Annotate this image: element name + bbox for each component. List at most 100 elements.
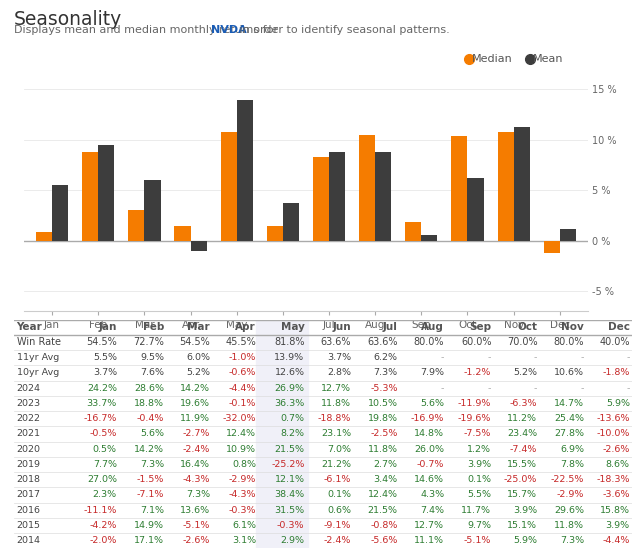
Text: 2022: 2022 bbox=[17, 414, 40, 423]
Text: 9.7%: 9.7% bbox=[467, 521, 492, 530]
Text: 14.9%: 14.9% bbox=[134, 521, 164, 530]
Text: 31.5%: 31.5% bbox=[275, 506, 305, 515]
Text: 15.5%: 15.5% bbox=[508, 460, 538, 469]
Text: -: - bbox=[488, 383, 492, 393]
Text: 0.1%: 0.1% bbox=[467, 475, 492, 484]
Text: -25.2%: -25.2% bbox=[271, 460, 305, 469]
Bar bbox=[191, 241, 207, 251]
Text: -: - bbox=[580, 353, 584, 362]
Text: 7.6%: 7.6% bbox=[140, 369, 164, 377]
Text: 23.4%: 23.4% bbox=[507, 429, 538, 439]
Text: 15.7%: 15.7% bbox=[508, 490, 538, 499]
Text: -7.1%: -7.1% bbox=[137, 490, 164, 499]
Text: 3.4%: 3.4% bbox=[374, 475, 397, 484]
Text: 24.2%: 24.2% bbox=[87, 383, 117, 393]
Text: 3.7%: 3.7% bbox=[327, 353, 351, 362]
Text: Displays mean and median monthly returns for: Displays mean and median monthly returns… bbox=[14, 25, 282, 35]
Bar bbox=[256, 411, 308, 426]
Bar bbox=[256, 381, 308, 396]
Text: -5.1%: -5.1% bbox=[182, 521, 210, 530]
Text: -: - bbox=[534, 353, 538, 362]
Text: -4.4%: -4.4% bbox=[228, 383, 256, 393]
Text: 9.5%: 9.5% bbox=[140, 353, 164, 362]
Text: 33.7%: 33.7% bbox=[86, 399, 117, 408]
Text: 12.6%: 12.6% bbox=[275, 369, 305, 377]
Text: -: - bbox=[627, 353, 630, 362]
Text: 5.5%: 5.5% bbox=[467, 490, 492, 499]
Bar bbox=[497, 132, 514, 241]
Text: 5.9%: 5.9% bbox=[513, 536, 538, 545]
Text: 5.5%: 5.5% bbox=[93, 353, 117, 362]
Text: 2.8%: 2.8% bbox=[327, 369, 351, 377]
Text: 7.3%: 7.3% bbox=[374, 369, 397, 377]
Text: 8.2%: 8.2% bbox=[280, 429, 305, 439]
Bar bbox=[256, 350, 308, 365]
Text: -2.4%: -2.4% bbox=[182, 445, 210, 453]
Text: 6.9%: 6.9% bbox=[560, 445, 584, 453]
Text: 7.1%: 7.1% bbox=[140, 506, 164, 515]
Text: 54.5%: 54.5% bbox=[86, 337, 117, 348]
Text: 12.7%: 12.7% bbox=[414, 521, 444, 530]
Bar bbox=[145, 180, 161, 241]
Text: 14.6%: 14.6% bbox=[414, 475, 444, 484]
Text: 27.0%: 27.0% bbox=[87, 475, 117, 484]
Text: 5.9%: 5.9% bbox=[606, 399, 630, 408]
Text: Seasonality: Seasonality bbox=[14, 10, 122, 29]
Bar bbox=[451, 136, 467, 241]
Text: -1.2%: -1.2% bbox=[464, 369, 492, 377]
Text: 6.0%: 6.0% bbox=[186, 353, 210, 362]
Text: Win Rate: Win Rate bbox=[17, 337, 61, 348]
Text: 81.8%: 81.8% bbox=[274, 337, 305, 348]
Bar bbox=[128, 210, 145, 241]
Text: 11yr Avg: 11yr Avg bbox=[17, 353, 59, 362]
Text: 12.4%: 12.4% bbox=[226, 429, 256, 439]
Text: 0.8%: 0.8% bbox=[232, 460, 256, 469]
Text: 7.3%: 7.3% bbox=[560, 536, 584, 545]
Text: 11.9%: 11.9% bbox=[180, 414, 210, 423]
Text: -0.1%: -0.1% bbox=[228, 399, 256, 408]
Text: -0.8%: -0.8% bbox=[370, 521, 397, 530]
Text: 0.5%: 0.5% bbox=[93, 445, 117, 453]
Text: -4.2%: -4.2% bbox=[90, 521, 117, 530]
Text: 63.6%: 63.6% bbox=[367, 337, 397, 348]
Text: -2.4%: -2.4% bbox=[324, 536, 351, 545]
Text: -0.4%: -0.4% bbox=[137, 414, 164, 423]
Text: 40.0%: 40.0% bbox=[599, 337, 630, 348]
Text: -0.7%: -0.7% bbox=[417, 460, 444, 469]
Text: Jun: Jun bbox=[332, 322, 351, 332]
Text: -22.5%: -22.5% bbox=[550, 475, 584, 484]
Text: 12.1%: 12.1% bbox=[275, 475, 305, 484]
Text: 21.5%: 21.5% bbox=[367, 506, 397, 515]
Text: 3.1%: 3.1% bbox=[232, 536, 256, 545]
Text: -1.0%: -1.0% bbox=[228, 353, 256, 362]
Text: Year: Year bbox=[17, 322, 42, 332]
Text: Feb: Feb bbox=[143, 322, 164, 332]
Bar bbox=[256, 503, 308, 518]
Text: Jul: Jul bbox=[383, 322, 397, 332]
Bar bbox=[256, 426, 308, 441]
Bar bbox=[237, 100, 253, 241]
Text: 7.4%: 7.4% bbox=[420, 506, 444, 515]
Text: Aug: Aug bbox=[421, 322, 444, 332]
Bar bbox=[421, 235, 438, 241]
Text: -4.4%: -4.4% bbox=[602, 536, 630, 545]
Text: -: - bbox=[580, 383, 584, 393]
Text: -: - bbox=[488, 353, 492, 362]
Text: -6.3%: -6.3% bbox=[510, 399, 538, 408]
Text: 29.6%: 29.6% bbox=[554, 506, 584, 515]
Text: -0.3%: -0.3% bbox=[228, 506, 256, 515]
Text: Median: Median bbox=[472, 54, 513, 64]
Text: 26.0%: 26.0% bbox=[414, 445, 444, 453]
Bar bbox=[256, 365, 308, 381]
Text: 0.1%: 0.1% bbox=[327, 490, 351, 499]
Text: -18.8%: -18.8% bbox=[317, 414, 351, 423]
Text: 11.8%: 11.8% bbox=[321, 399, 351, 408]
Text: 21.2%: 21.2% bbox=[321, 460, 351, 469]
Text: 12.4%: 12.4% bbox=[367, 490, 397, 499]
Text: -: - bbox=[441, 383, 444, 393]
Text: -5.3%: -5.3% bbox=[370, 383, 397, 393]
Text: in order to identify seasonal patterns.: in order to identify seasonal patterns. bbox=[236, 25, 449, 35]
Text: 2017: 2017 bbox=[17, 490, 40, 499]
Text: 14.2%: 14.2% bbox=[134, 445, 164, 453]
Text: 5.2%: 5.2% bbox=[513, 369, 538, 377]
